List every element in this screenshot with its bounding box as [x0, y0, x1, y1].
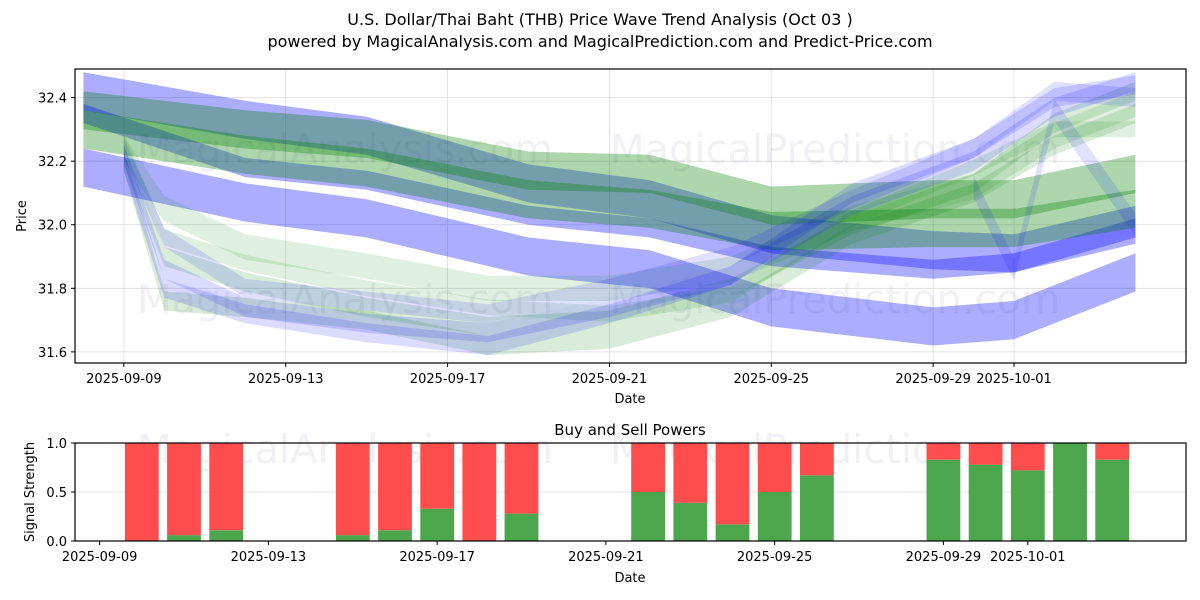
main-y-tick-label: 31.6 [38, 346, 67, 361]
sell-bar-2025-09-25 [757, 443, 792, 492]
buy-bar-2025-09-29 [926, 459, 961, 541]
main-axes-frame [74, 68, 1187, 364]
bar-x-tick-label: 2025-10-01 [990, 550, 1066, 565]
sell-bar-2025-09-19 [504, 443, 539, 514]
sell-bar-2025-09-11 [167, 443, 201, 536]
figure-title: U.S. Dollar/Thai Baht (THB) Price Wave T… [347, 10, 852, 29]
figure-subtitle: powered by MagicalAnalysis.com and Magic… [267, 32, 932, 51]
bar-y-tick-label: 0.5 [46, 486, 67, 501]
main-y-axis-label: Price [15, 200, 30, 232]
buy-bar-2025-09-22 [631, 492, 665, 541]
bar-x-tick-label: 2025-09-09 [62, 550, 138, 565]
main-series-group [83, 72, 1136, 356]
sell-bar-2025-09-17 [420, 443, 455, 509]
buy-bar-2025-09-11 [167, 535, 201, 541]
price-wave-chart: MagicalAnalysis.com MagicalPrediction.co… [15, 68, 1187, 407]
main-x-tick-label: 2025-09-25 [733, 372, 809, 387]
sell-bar-2025-09-10 [124, 443, 159, 541]
series-band-green-band-upper [83, 91, 1136, 225]
watermark-magicalprediction-2: MagicalPrediction.com [610, 277, 1060, 323]
sell-bar-2025-09-16 [378, 443, 412, 531]
buy-bar-2025-09-15 [335, 535, 370, 541]
bar-chart-title: Buy and Sell Powers [554, 421, 706, 439]
buy-bar-2025-09-16 [378, 530, 412, 541]
bar-y-tick-label: 1.0 [46, 437, 67, 452]
main-y-ticks: 31.6 31.8 32.0 32.2 32.4 [38, 92, 75, 361]
sell-bar-2025-09-23 [673, 443, 708, 503]
main-watermarks: MagicalAnalysis.com MagicalPrediction.co… [137, 127, 1060, 323]
buy-bar-2025-09-12 [209, 530, 244, 541]
buy-bar-2025-10-02 [1053, 443, 1087, 541]
buy-bar-2025-09-19 [504, 513, 539, 541]
main-x-ticks: 2025-09-09 2025-09-13 2025-09-17 2025-09-21… [86, 363, 1052, 387]
bar-series-group [124, 443, 1130, 541]
buy-bar-2025-09-25 [757, 492, 792, 541]
sell-bar-2025-09-18 [462, 443, 497, 541]
watermark-magicalprediction: MagicalPrediction.com [610, 127, 1060, 173]
buy-bar-2025-09-24 [715, 524, 750, 541]
buy-bar-2025-10-03 [1095, 459, 1130, 541]
main-y-tick-label: 31.8 [38, 282, 67, 297]
main-x-tick-label: 2025-09-21 [572, 372, 648, 387]
sell-bar-2025-09-22 [631, 443, 665, 492]
bar-x-tick-label: 2025-09-25 [737, 550, 813, 565]
main-x-tick-label: 2025-09-29 [895, 372, 971, 387]
sell-bar-2025-09-30 [968, 443, 1003, 465]
bar-x-ticks: 2025-09-09 2025-09-13 2025-09-17 2025-09-21… [62, 541, 1066, 565]
buy-bar-2025-10-01 [1010, 470, 1045, 541]
series-band-blue-wave-3 [123, 81, 1136, 324]
main-y-tick-label: 32.2 [38, 155, 67, 170]
bar-x-tick-label: 2025-09-13 [231, 550, 307, 565]
sell-bar-2025-09-29 [926, 443, 961, 460]
watermark-magicalanalysis: MagicalAnalysis.com [137, 127, 553, 173]
series-band-blue-band-lower [83, 148, 1136, 346]
bar-x-tick-label: 2025-09-17 [399, 550, 475, 565]
series-band-blue-wave-2 [123, 75, 1136, 356]
bar-x-tick-label: 2025-09-29 [906, 550, 982, 565]
sell-bar-2025-09-24 [715, 443, 750, 525]
bar-y-tick-label: 0.0 [46, 535, 67, 550]
series-band-green-wave-1 [123, 91, 1136, 301]
watermark-magicalanalysis-2: MagicalAnalysis.com [137, 277, 553, 323]
main-y-tick-label: 32.4 [38, 92, 67, 107]
sell-bar-2025-10-01 [1010, 443, 1045, 471]
sell-bar-2025-09-26 [800, 443, 834, 476]
buy-sell-chart: Buy and Sell Powers MagicalAnalysis.com … [23, 421, 1187, 586]
bar-x-axis-label: Date [614, 571, 645, 586]
sell-bar-2025-09-15 [335, 443, 370, 536]
buy-bar-2025-09-23 [673, 502, 708, 541]
main-x-tick-label: 2025-09-13 [248, 372, 324, 387]
bar-x-tick-label: 2025-09-21 [568, 550, 644, 565]
main-x-tick-label: 2025-09-17 [410, 372, 486, 387]
buy-bar-2025-09-30 [968, 464, 1003, 541]
main-y-tick-label: 32.0 [38, 219, 67, 234]
buy-bar-2025-09-17 [420, 508, 455, 541]
main-x-tick-label: 2025-09-09 [86, 372, 162, 387]
main-x-tick-label: 2025-10-01 [976, 372, 1052, 387]
buy-bar-2025-09-26 [800, 475, 834, 541]
sell-bar-2025-10-03 [1095, 443, 1130, 460]
main-grid [75, 69, 1186, 363]
series-band-green-wave-4 [123, 121, 1136, 322]
bar-y-axis-label: Signal Strength [23, 442, 38, 542]
series-band-blue-band-upper [83, 72, 1136, 273]
series-band-blue-band-middle [83, 104, 1136, 279]
bar-y-ticks: 0.0 0.5 1.0 [46, 437, 75, 550]
sell-bar-2025-09-12 [209, 443, 244, 531]
series-band-green-band-mid [83, 110, 1136, 251]
series-band-blue-wave-zigzag [973, 99, 1136, 281]
main-x-axis-label: Date [614, 392, 645, 407]
